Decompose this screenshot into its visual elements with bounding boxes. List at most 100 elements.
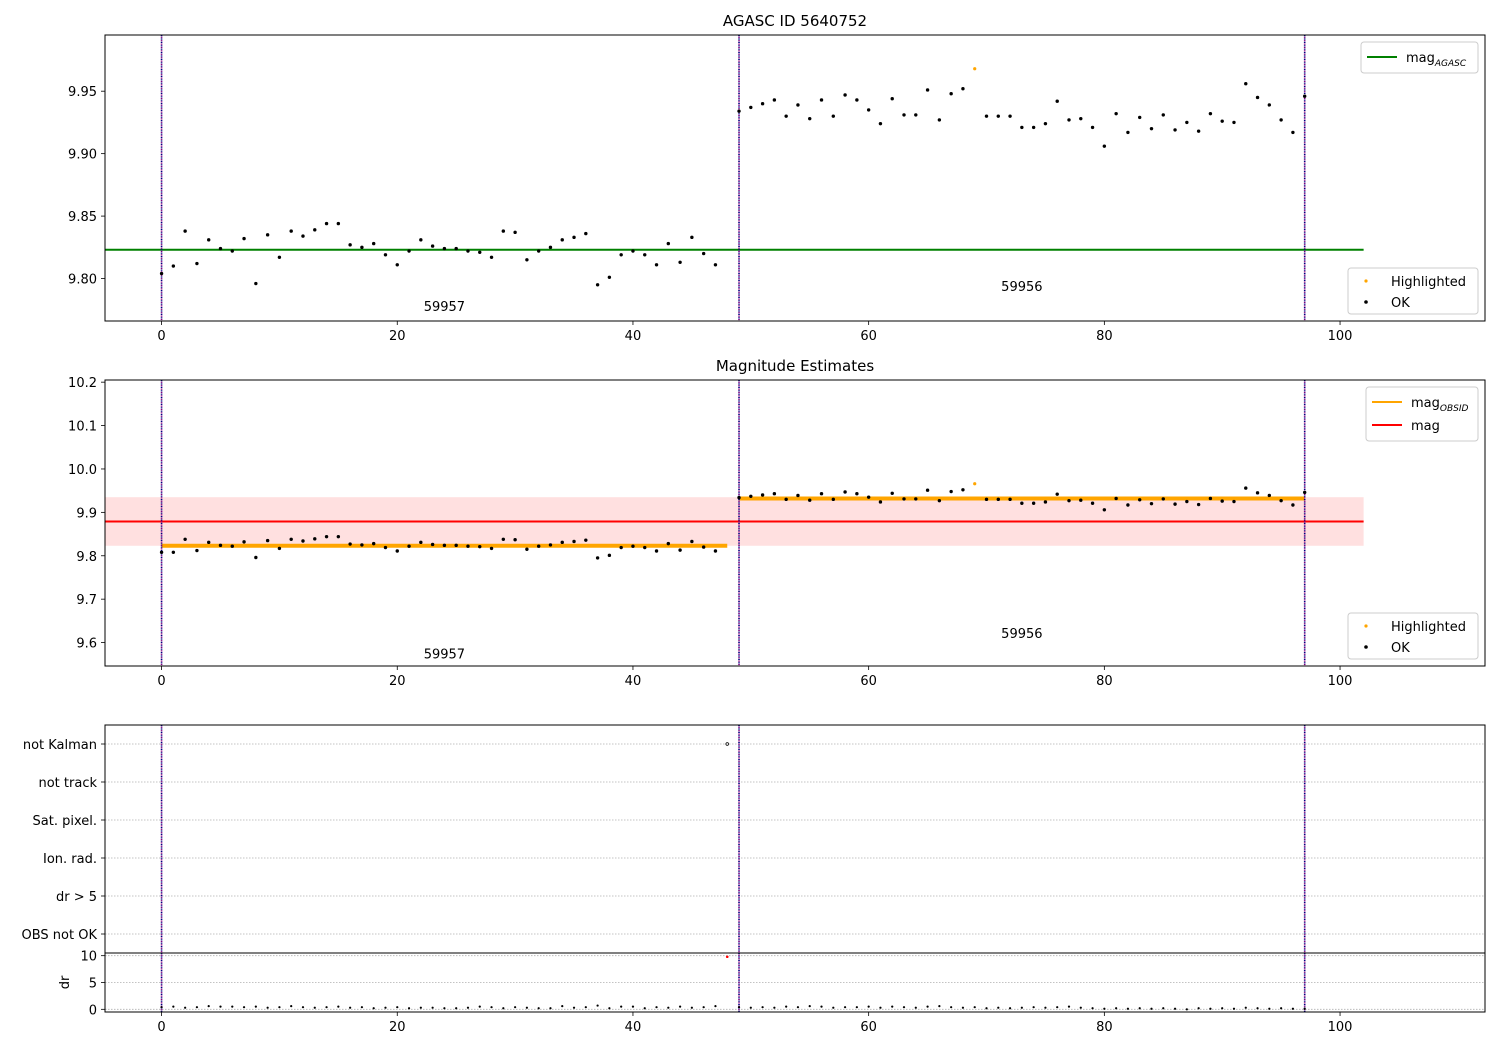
ok-point <box>1090 125 1095 130</box>
ok-point <box>454 246 458 251</box>
y-tick-label: 10.2 <box>68 376 97 391</box>
dr-point <box>1280 1007 1283 1010</box>
ok-point <box>1055 99 1059 103</box>
legend-ok-marker <box>1364 645 1368 649</box>
ok-point <box>560 540 564 545</box>
dr-point <box>525 1006 528 1009</box>
ok-point <box>1008 114 1012 118</box>
ok-point <box>1079 498 1083 502</box>
ok-point <box>442 543 447 548</box>
line-legend <box>1365 386 1479 442</box>
ok-point <box>1244 486 1248 490</box>
ok-point <box>466 249 470 253</box>
ok-point <box>572 235 576 240</box>
panel-title: AGASC ID 5640752 <box>723 12 867 30</box>
ok-point <box>1267 493 1272 498</box>
ok-point <box>277 546 282 551</box>
dr-point <box>879 1006 882 1009</box>
ok-point <box>595 283 600 287</box>
ok-point <box>890 96 894 101</box>
ok-point <box>961 87 965 91</box>
dr-point <box>737 1006 741 1009</box>
ok-point <box>843 93 847 97</box>
dr-point <box>1056 1006 1059 1009</box>
y-tick-label: 9.80 <box>68 273 97 288</box>
axes-frame <box>104 34 1486 322</box>
ok-point <box>1255 491 1260 495</box>
ok-point <box>183 537 187 541</box>
x-tick-label: 40 <box>625 1020 642 1035</box>
panel-title: Magnitude Estimates <box>716 357 874 375</box>
ok-point <box>560 238 564 242</box>
dr-point <box>1150 1007 1153 1010</box>
x-tick-label: 40 <box>625 329 642 344</box>
dr-point <box>997 1006 1000 1009</box>
dr-point <box>1291 1007 1295 1010</box>
ok-point <box>501 537 506 541</box>
ok-point <box>784 497 788 502</box>
ok-point <box>1138 115 1142 120</box>
dr-point <box>466 1006 470 1009</box>
ok-point <box>902 497 906 501</box>
ok-point <box>395 263 399 267</box>
ok-point <box>265 538 270 543</box>
ok-point <box>419 540 423 545</box>
x-tick-label: 100 <box>1328 674 1353 689</box>
dr-point <box>478 1005 481 1008</box>
ok-point <box>713 263 718 267</box>
dr-point <box>278 1006 281 1009</box>
dr-point <box>938 1005 941 1008</box>
dr-point <box>891 1005 894 1008</box>
ok-point <box>1232 499 1236 504</box>
dr-point <box>1244 1006 1247 1009</box>
ok-point <box>772 98 777 102</box>
dr-point <box>195 1006 199 1009</box>
dr-point <box>631 1005 635 1008</box>
ok-point <box>336 221 341 226</box>
ok-point <box>466 544 470 548</box>
ok-point <box>336 534 341 539</box>
ok-point <box>478 250 482 255</box>
ok-point <box>407 249 411 253</box>
flags-panel: OBS not OK dr > 5 Ion. rad. Sat. pixel. not … <box>22 724 1486 954</box>
dr-axis-label: dr <box>58 975 73 989</box>
ok-point <box>277 255 282 260</box>
ok-point <box>1279 118 1283 122</box>
y-tick-label: 9.95 <box>68 85 97 100</box>
ok-point <box>819 492 824 496</box>
ok-point <box>395 549 399 553</box>
ok-point <box>643 253 647 257</box>
dr-point <box>678 1005 682 1008</box>
ok-point <box>489 255 494 260</box>
y-tick-label: 5 <box>89 977 97 992</box>
dr-point <box>455 1007 458 1010</box>
ok-point <box>737 495 741 500</box>
ok-point <box>572 539 576 544</box>
dr-point <box>325 1006 328 1009</box>
y-tick-label: 0 <box>89 1003 97 1018</box>
dr-point <box>761 1006 764 1009</box>
ok-point <box>819 98 824 102</box>
dr-point <box>950 1006 953 1009</box>
ok-point <box>195 548 199 553</box>
ok-point <box>808 116 812 121</box>
x-tick-label: 0 <box>157 1020 165 1035</box>
ok-point <box>1126 503 1130 507</box>
axes-frame <box>104 379 1486 667</box>
ok-point <box>1055 492 1059 496</box>
legend-label: mag <box>1411 419 1440 434</box>
dr-point <box>902 1006 906 1009</box>
ok-point <box>360 543 364 547</box>
dr-point <box>1138 1007 1141 1010</box>
dr-point <box>1079 1006 1082 1009</box>
ok-point <box>925 88 930 92</box>
dr-point <box>549 1007 552 1010</box>
dr-point <box>160 1006 163 1009</box>
dr-point <box>337 1005 340 1008</box>
dr-highlighted-point <box>725 955 729 959</box>
ok-point <box>654 263 659 267</box>
point-legend <box>1347 267 1479 315</box>
dr-point <box>785 1005 788 1008</box>
ok-point <box>713 549 718 553</box>
dr-point <box>1008 1007 1012 1010</box>
